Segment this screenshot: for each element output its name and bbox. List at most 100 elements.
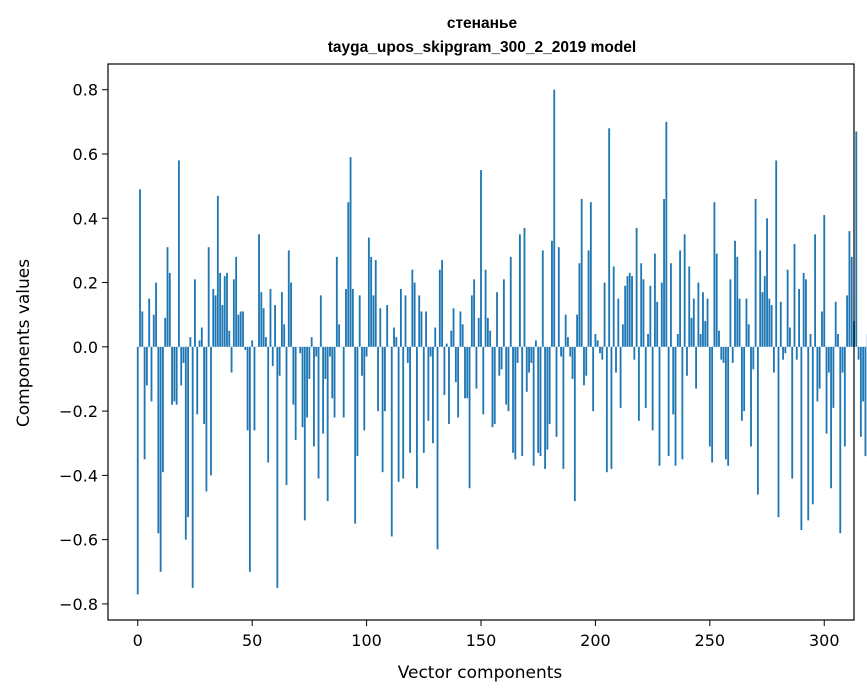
bar-283: [784, 346, 787, 354]
bar-304: [832, 346, 835, 408]
bar-154: [489, 330, 492, 347]
bar-257: [724, 346, 727, 460]
bar-142: [461, 324, 464, 347]
bar-285: [789, 327, 791, 347]
bar-214: [626, 276, 629, 347]
bar-207: [610, 346, 613, 469]
bar-8: [155, 282, 157, 347]
bar-309: [843, 346, 846, 447]
bar-31: [207, 247, 210, 347]
bar-19: [180, 346, 183, 386]
bar-253: [715, 253, 718, 347]
bar-78: [315, 346, 318, 357]
bar-275: [766, 218, 768, 347]
bar-278: [772, 346, 775, 373]
bar-229: [660, 282, 663, 347]
bar-53: [258, 234, 260, 347]
bar-279: [775, 160, 778, 347]
bar-250: [708, 346, 711, 447]
bar-51: [253, 346, 256, 431]
bar-9: [157, 346, 160, 534]
bar-224: [649, 285, 652, 347]
bar-14: [168, 272, 171, 347]
y-tick-label: −0.4: [59, 466, 98, 485]
bar-259: [729, 279, 732, 347]
bar-39: [226, 272, 228, 347]
bar-96: [356, 346, 359, 457]
x-tick-label: 100: [351, 631, 382, 650]
bar-56: [264, 337, 267, 347]
bar-248: [704, 321, 707, 347]
bar-184: [557, 247, 560, 347]
bar-204: [603, 282, 606, 347]
bar-152: [484, 269, 487, 347]
x-tick-label: 300: [809, 631, 840, 650]
bar-193: [578, 263, 581, 347]
bar-129: [432, 346, 434, 444]
bar-21: [184, 346, 187, 540]
y-tick-label: −0.6: [59, 531, 98, 550]
y-tick-label: 0.2: [73, 274, 98, 293]
bar-178: [544, 346, 546, 469]
bar-33: [212, 288, 215, 347]
bar-301: [825, 346, 828, 434]
bar-163: [509, 256, 512, 347]
bar-162: [507, 346, 510, 412]
bar-240: [686, 346, 688, 376]
bar-203: [601, 346, 604, 360]
bar-200: [594, 333, 597, 347]
bar-106: [379, 308, 382, 347]
bar-134: [443, 346, 446, 396]
bar-192: [576, 314, 579, 347]
bar-292: [805, 279, 807, 347]
bar-17: [175, 346, 178, 405]
bar-271: [756, 346, 759, 495]
bar-11: [162, 346, 164, 473]
bar-131: [436, 346, 439, 550]
bar-135: [445, 343, 448, 347]
bar-310: [846, 295, 849, 347]
bar-150: [480, 170, 482, 347]
bar-99: [363, 346, 366, 431]
bar-104: [374, 260, 377, 347]
bar-298: [818, 346, 821, 389]
bar-74: [306, 346, 309, 418]
y-tick-label: 0.8: [73, 81, 98, 100]
bars-group: [136, 89, 867, 595]
bar-307: [839, 346, 842, 534]
bar-315: [857, 346, 860, 360]
bar-180: [548, 346, 551, 424]
bar-75: [308, 346, 311, 379]
bar-76: [310, 337, 313, 347]
bar-105: [377, 346, 379, 412]
bar-182: [553, 89, 556, 347]
bar-219: [637, 346, 640, 421]
bar-112: [393, 327, 395, 347]
bar-136: [448, 346, 450, 424]
bar-305: [834, 301, 837, 347]
bar-24: [191, 346, 194, 588]
bar-185: [560, 346, 563, 357]
bar-123: [418, 295, 421, 347]
bar-243: [692, 298, 695, 347]
bar-121: [413, 282, 416, 347]
bar-18: [178, 160, 180, 347]
bar-27: [198, 340, 201, 347]
bar-167: [518, 234, 521, 347]
bar-290: [800, 346, 803, 531]
bar-57: [267, 346, 270, 463]
bar-247: [702, 292, 704, 347]
x-tick-label: 250: [695, 631, 726, 650]
bar-213: [624, 285, 627, 347]
bar-49: [248, 346, 251, 572]
bar-216: [631, 276, 633, 347]
bar-260: [731, 346, 734, 363]
bar-261: [734, 240, 736, 347]
bar-109: [386, 305, 389, 347]
bar-79: [317, 346, 320, 479]
bar-232: [667, 346, 670, 457]
bar-256: [722, 346, 725, 363]
bar-241: [688, 266, 691, 347]
bar-175: [537, 346, 540, 453]
bar-113: [395, 337, 398, 347]
